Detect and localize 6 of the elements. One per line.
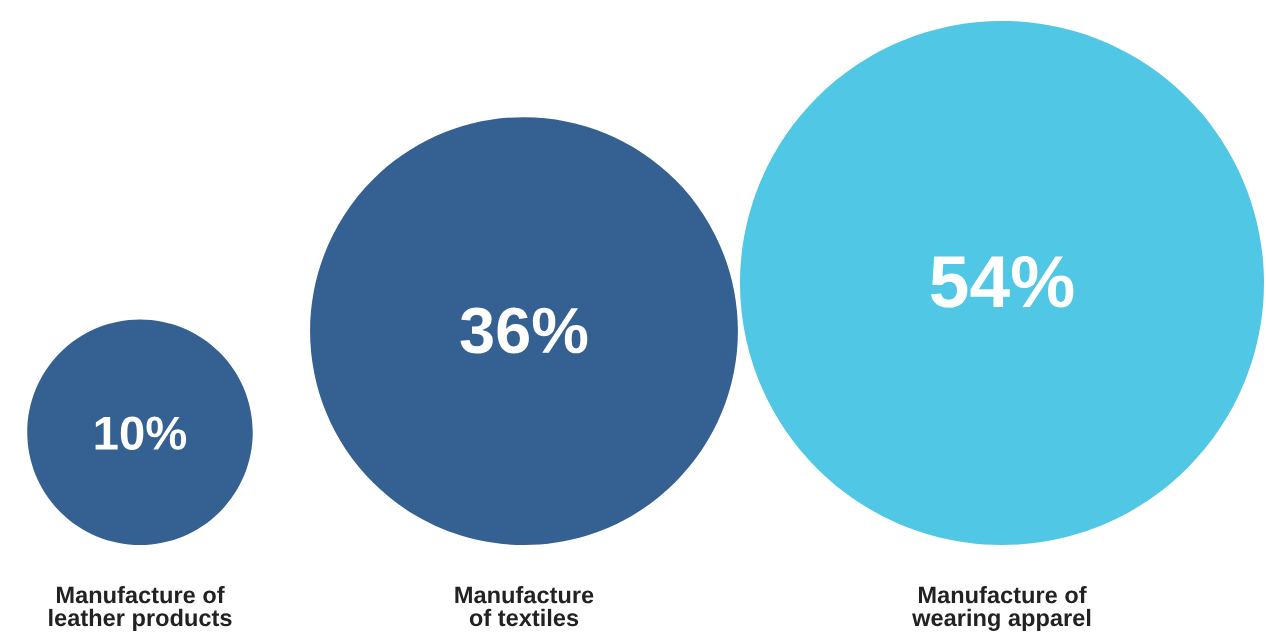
- data-label: 36%: [460, 307, 588, 354]
- data-label: 54%: [930, 255, 1074, 308]
- category-label: Manufacture of wearing apparel: [912, 586, 1091, 631]
- category-label: Manufacture of leather products: [49, 586, 232, 631]
- data-label: 10%: [95, 416, 187, 450]
- category-label: Manufacture of textiles: [455, 586, 594, 627]
